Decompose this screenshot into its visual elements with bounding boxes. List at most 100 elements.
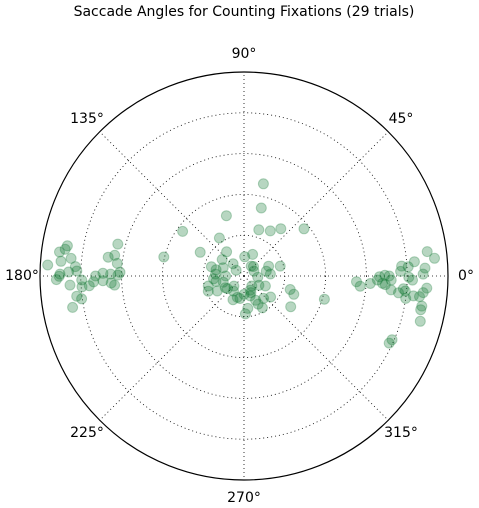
data-point <box>227 294 239 306</box>
data-point <box>383 337 395 349</box>
data-point <box>90 270 101 282</box>
chart-title: Saccade Angles for Counting Fixations (2… <box>74 4 415 20</box>
data-point <box>414 315 426 327</box>
data-point <box>429 252 440 264</box>
data-point <box>67 301 79 313</box>
data-point <box>256 302 268 314</box>
data-point <box>248 261 259 272</box>
data-point <box>109 279 121 291</box>
data-point <box>220 270 232 282</box>
data-point <box>284 284 296 295</box>
data-point <box>55 255 67 267</box>
data-point <box>351 276 362 288</box>
data-point <box>231 291 243 303</box>
data-point <box>177 225 189 237</box>
data-point <box>64 279 76 291</box>
angle-tick-label-180: 180° <box>5 268 39 284</box>
data-point <box>54 246 65 258</box>
data-point <box>417 287 429 299</box>
data-point <box>416 300 428 312</box>
data-point <box>202 280 214 292</box>
data-point <box>63 266 75 278</box>
data-point <box>202 285 214 297</box>
data-point <box>239 251 251 263</box>
data-point <box>239 308 251 320</box>
polar-axis-boundary <box>39 71 449 481</box>
data-point <box>298 223 310 235</box>
data-point <box>383 270 395 282</box>
data-point <box>407 274 418 286</box>
data-point <box>230 264 242 276</box>
data-point <box>244 284 256 296</box>
data-point <box>219 282 231 294</box>
data-point <box>71 290 83 302</box>
data-point <box>69 261 81 273</box>
data-point <box>258 292 270 304</box>
data-point <box>83 280 95 292</box>
data-point <box>158 251 170 263</box>
data-point <box>228 285 239 297</box>
data-point <box>265 291 277 303</box>
data-point <box>112 238 124 250</box>
data-point <box>234 293 246 304</box>
angle-tick-label-45: 45° <box>389 111 414 127</box>
data-point <box>59 243 71 255</box>
data-point <box>244 290 256 302</box>
data-point <box>76 274 88 286</box>
data-point <box>264 268 276 280</box>
data-point <box>247 248 259 260</box>
data-point <box>385 284 397 296</box>
data-point <box>65 252 77 264</box>
angle-tick-labels: 0° 45° 90° 135° 180° 225° 270° 315° <box>5 46 474 506</box>
data-point <box>274 260 286 272</box>
data-point <box>385 274 397 286</box>
angle-tick-label-90: 90° <box>232 46 257 62</box>
data-point <box>246 280 258 292</box>
data-point <box>354 280 366 292</box>
data-point <box>264 225 276 237</box>
angle-tick-label-270: 270° <box>227 490 261 506</box>
data-point <box>221 283 233 295</box>
data-point <box>250 294 262 306</box>
data-point <box>399 285 411 297</box>
data-point <box>259 280 271 292</box>
data-point <box>252 271 264 283</box>
data-point <box>210 275 222 287</box>
data-point <box>114 266 126 278</box>
data-point <box>255 202 267 214</box>
data-point <box>50 274 62 286</box>
data-point <box>245 287 257 299</box>
data-point <box>260 265 272 277</box>
data-point <box>71 265 83 277</box>
data-point <box>400 292 412 304</box>
data-point <box>210 264 222 276</box>
data-point <box>421 246 433 258</box>
radial-gridline-2 <box>161 193 326 358</box>
data-point <box>318 293 330 305</box>
angular-gridline-225 <box>99 275 245 421</box>
data-point <box>408 256 420 268</box>
data-point <box>227 258 239 270</box>
data-point <box>102 251 114 263</box>
data-point <box>377 277 388 289</box>
data-points <box>42 178 440 349</box>
data-point <box>109 249 121 261</box>
data-point <box>395 265 407 277</box>
data-point <box>216 254 228 265</box>
data-point <box>386 334 398 346</box>
angle-tick-label-0: 0° <box>458 268 474 284</box>
data-point <box>97 267 109 279</box>
angle-tick-label-225: 225° <box>70 425 104 441</box>
data-point <box>205 261 217 273</box>
data-point <box>112 269 124 281</box>
data-point <box>76 293 88 305</box>
data-point <box>221 246 233 258</box>
data-point <box>88 276 100 288</box>
data-point <box>257 178 269 190</box>
data-point <box>213 232 225 244</box>
data-point <box>419 262 431 274</box>
data-point <box>54 268 66 280</box>
data-point <box>421 282 433 294</box>
data-point <box>42 259 54 271</box>
data-point <box>415 304 427 316</box>
